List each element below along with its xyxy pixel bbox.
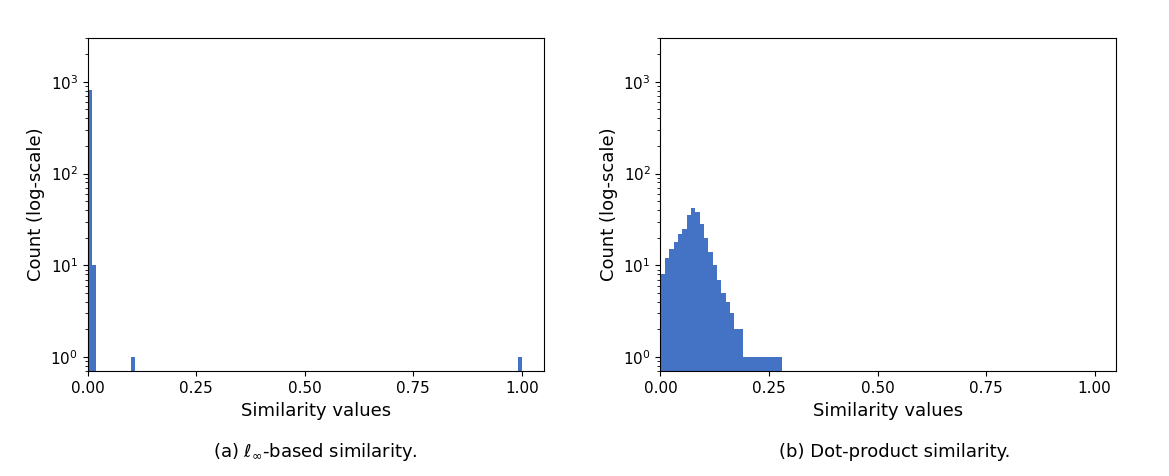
Bar [721,293,726,476]
Bar [729,313,734,476]
X-axis label: Similarity values: Similarity values [814,402,963,419]
Bar [686,216,691,476]
Bar [673,242,678,476]
Bar [669,249,673,476]
Bar [660,274,665,476]
Bar [752,357,756,476]
Bar [704,238,708,476]
Bar [743,357,747,476]
Bar [760,357,765,476]
Bar [774,357,777,476]
Bar [691,208,696,476]
Y-axis label: Count (log-scale): Count (log-scale) [600,128,617,281]
Bar [92,265,96,476]
Text: (a) $\ell_\infty$-based similarity.: (a) $\ell_\infty$-based similarity. [213,441,419,463]
Bar [756,357,760,476]
Bar [777,357,782,476]
Bar [734,329,739,476]
Bar [739,329,743,476]
Bar [708,252,713,476]
Bar [765,357,769,476]
Bar [747,357,752,476]
Bar [713,265,717,476]
X-axis label: Similarity values: Similarity values [241,402,390,419]
Bar [88,90,92,476]
Bar [696,212,699,476]
Text: (b) Dot-product similarity.: (b) Dot-product similarity. [779,443,1010,461]
Bar [726,302,729,476]
Y-axis label: Count (log-scale): Count (log-scale) [27,128,44,281]
Bar [131,357,136,476]
Bar [518,357,521,476]
Bar [683,229,686,476]
Bar [717,279,721,476]
Bar [678,234,683,476]
Bar [699,224,704,476]
Bar [769,357,774,476]
Bar [665,258,669,476]
